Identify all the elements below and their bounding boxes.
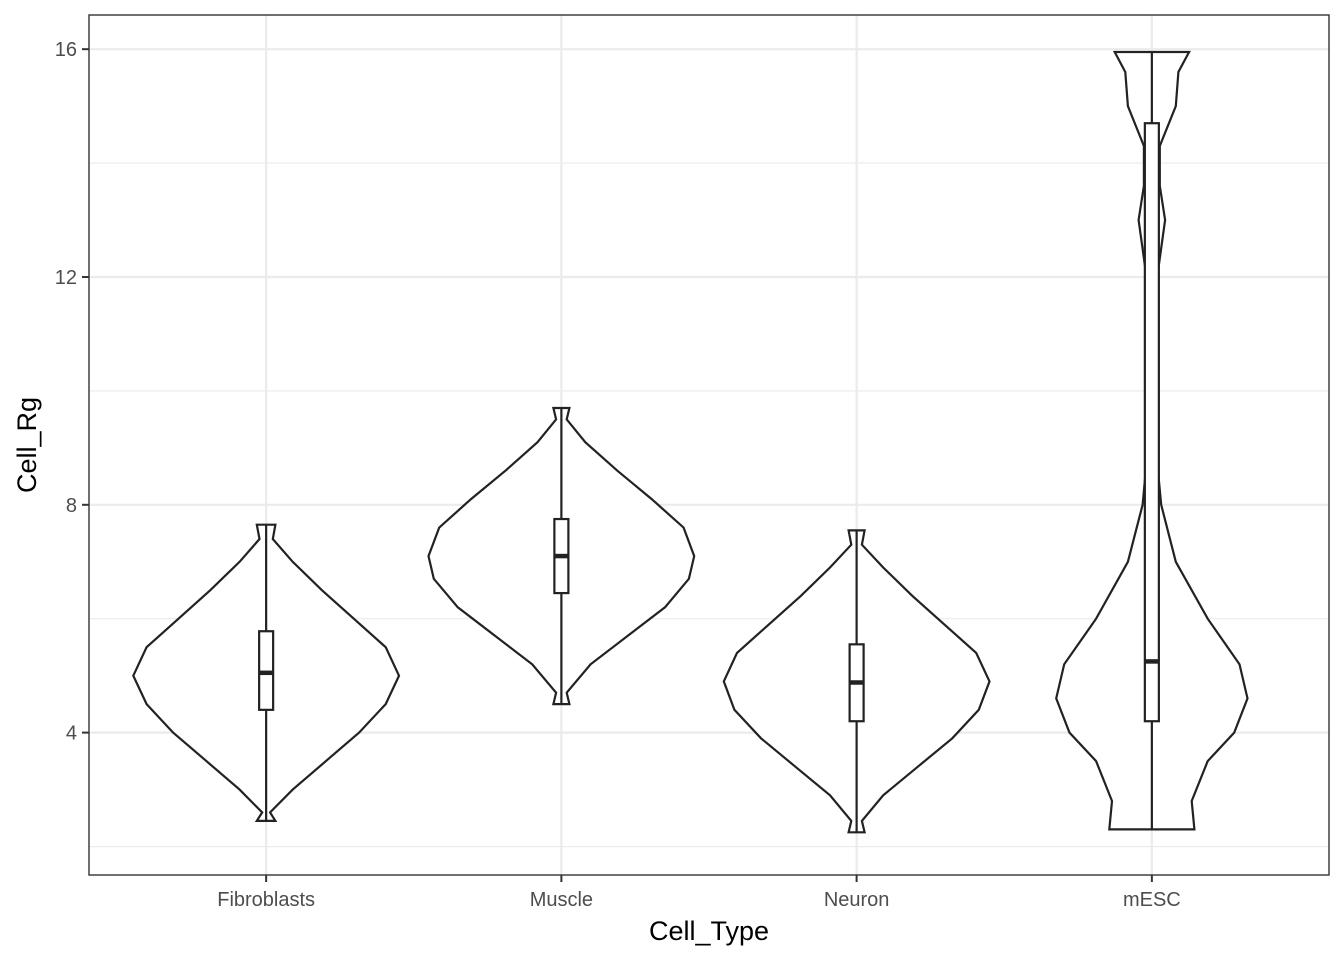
x-tick-label: Neuron	[824, 889, 890, 911]
y-tick-label: 16	[55, 39, 77, 61]
y-tick-label: 12	[55, 267, 77, 289]
y-tick-label: 8	[66, 495, 77, 517]
y-tick-label: 4	[66, 723, 77, 745]
box-mESC	[1143, 122, 1160, 723]
x-tick-label: Muscle	[530, 889, 593, 911]
axes: 4 8 12 16 Fibroblasts Muscle Neuron mESC	[55, 39, 1181, 911]
violins	[132, 50, 1249, 834]
y-axis-title: Cell_Rg	[12, 397, 42, 493]
x-tick-label: Fibroblasts	[217, 889, 315, 911]
panel-border	[88, 14, 1330, 876]
x-tick-label: mESC	[1123, 889, 1181, 911]
x-axis-title: Cell_Type	[649, 916, 769, 946]
box-Fibroblasts	[258, 630, 275, 711]
